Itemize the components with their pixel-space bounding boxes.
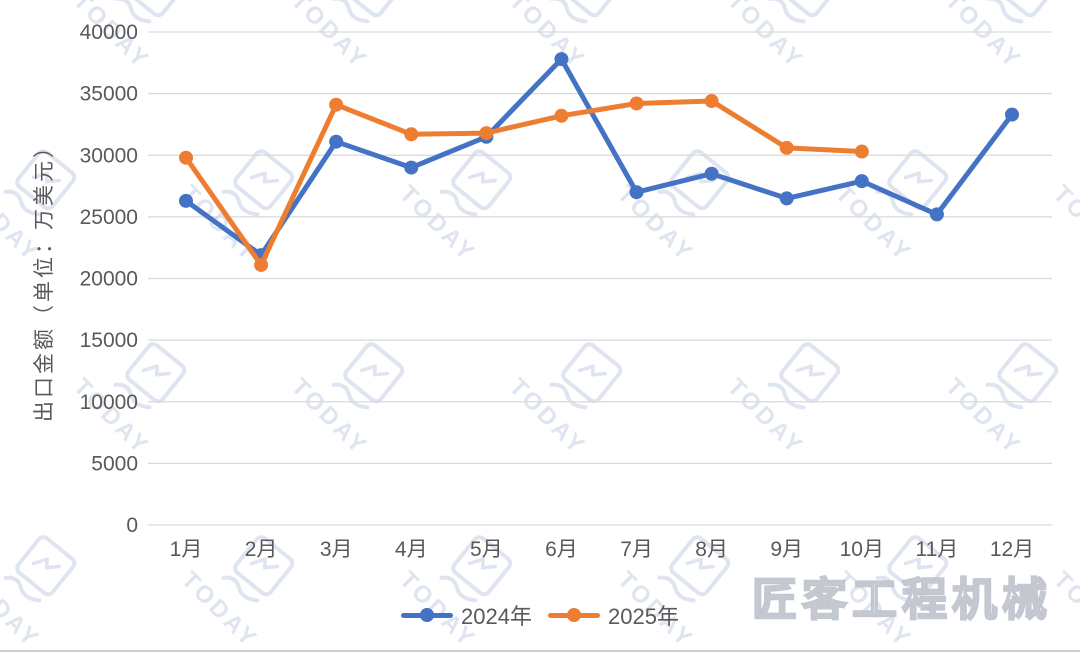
data-point-2025年-4月 xyxy=(404,127,419,142)
legend-marker-2025-line xyxy=(548,608,600,622)
data-point-2025年-9月 xyxy=(779,140,794,155)
x-tick-label-1: 1月 xyxy=(170,538,203,561)
legend-item-2025: 2025年 xyxy=(548,599,679,631)
data-point-2024年-12月 xyxy=(1005,107,1019,122)
x-tick-label-8: 8月 xyxy=(695,538,728,561)
y-tick-label-0: 0 xyxy=(126,514,138,537)
legend-marker-2024-dot xyxy=(420,608,435,622)
x-tick-label-2: 2月 xyxy=(245,538,278,561)
series-line-2025年 xyxy=(183,98,865,268)
x-tick-label-10: 10月 xyxy=(840,538,884,561)
data-point-2024年-11月 xyxy=(929,207,944,222)
data-point-2025年-10月 xyxy=(854,144,869,159)
data-point-2024年-10月 xyxy=(854,174,869,189)
y-tick-label-5000: 5000 xyxy=(91,452,138,475)
data-point-2025年-8月 xyxy=(704,94,719,109)
y-tick-label-10000: 10000 xyxy=(80,391,138,414)
x-tick-label-5: 5月 xyxy=(470,538,503,561)
data-point-2025年-2月 xyxy=(254,257,269,272)
x-tick-label-4: 4月 xyxy=(395,538,428,561)
x-tick-label-12: 12月 xyxy=(990,538,1034,561)
y-tick-label-40000: 40000 xyxy=(80,21,138,44)
data-point-2025年-6月 xyxy=(554,108,569,123)
series-line-2024年 xyxy=(183,56,1015,258)
x-tick-label-11: 11月 xyxy=(916,538,959,561)
legend-label-2024: 2024年 xyxy=(461,604,532,629)
legend-item-2024: 2024年 xyxy=(401,599,532,631)
x-tick-label-9: 9月 xyxy=(770,538,803,561)
x-tick-label-3: 3月 xyxy=(320,538,353,561)
data-point-2024年-9月 xyxy=(779,191,794,206)
data-point-2025年-5月 xyxy=(479,126,494,141)
y-tick-label-35000: 35000 xyxy=(80,83,138,106)
y-tick-label-20000: 20000 xyxy=(80,268,138,291)
legend: 2024年 2025年 xyxy=(0,599,1080,631)
y-tick-label-25000: 25000 xyxy=(80,206,138,229)
x-tick-label-6: 6月 xyxy=(545,538,578,561)
data-point-2025年-1月 xyxy=(179,150,193,165)
data-point-2025年-7月 xyxy=(629,96,644,111)
data-point-2025年-3月 xyxy=(329,97,344,112)
data-point-2024年-8月 xyxy=(704,166,719,181)
legend-marker-2024-line xyxy=(401,608,454,622)
legend-label-2025: 2025年 xyxy=(608,604,679,629)
data-point-2024年-1月 xyxy=(179,193,193,208)
data-point-2024年-3月 xyxy=(329,134,344,149)
y-tick-label-15000: 15000 xyxy=(80,329,138,352)
y-tick-label-30000: 30000 xyxy=(80,144,138,167)
data-point-2024年-7月 xyxy=(629,185,644,200)
data-point-2024年-4月 xyxy=(404,160,419,175)
data-point-2024年-6月 xyxy=(554,52,569,67)
legend-marker-2025-dot xyxy=(567,608,581,622)
x-tick-label-7: 7月 xyxy=(620,538,653,561)
